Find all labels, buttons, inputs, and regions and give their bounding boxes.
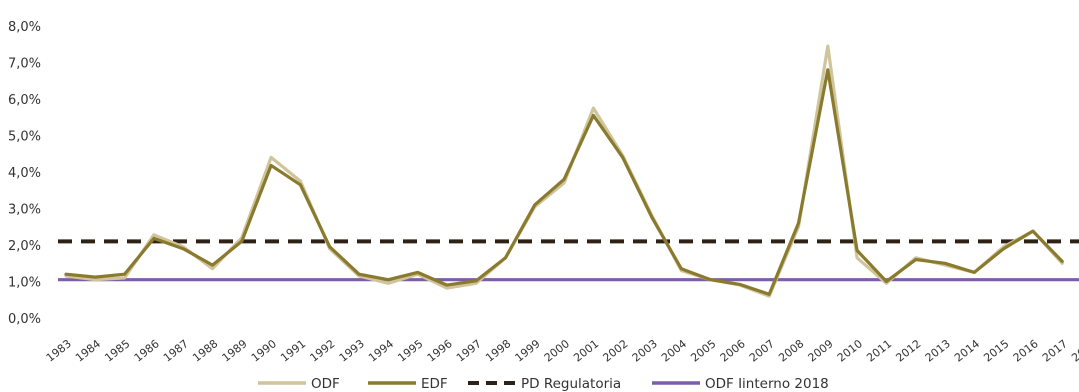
x-tick-label: 2011 [864, 337, 894, 364]
x-tick-label: 2010 [835, 337, 865, 364]
x-tick-label: 1985 [102, 337, 132, 364]
legend-item: ODF [258, 376, 340, 392]
y-tick-label: 8,0% [8, 20, 41, 35]
y-tick-label: 5,0% [8, 130, 41, 145]
x-tick-label: 2005 [688, 337, 718, 364]
x-tick-label: 2018 [1069, 337, 1079, 364]
x-tick-label: 1987 [161, 337, 191, 364]
series-layer [58, 44, 1079, 298]
series-line-odf [64, 44, 1064, 298]
series-line-edf [64, 68, 1064, 296]
x-tick-label: 2012 [893, 337, 923, 364]
y-tick-label: 1,0% [8, 276, 41, 291]
legend-label: EDF [421, 376, 448, 392]
x-tick-label: 2001 [571, 337, 601, 364]
x-tick-label: 1989 [220, 337, 250, 364]
x-tick-label: 1994 [366, 337, 396, 364]
legend-label: ODF [311, 376, 340, 392]
x-tick-label: 2009 [806, 337, 836, 364]
x-tick-label: 2004 [659, 337, 689, 364]
y-tick-label: 0,0% [8, 312, 41, 327]
x-tick-label: 2015 [981, 337, 1011, 364]
y-axis: 0,0% 1,0% 2,0% 3,0% 4,0% 5,0% 6,0% 7,0% 8,0% [8, 20, 41, 327]
x-tick-label: 1996 [425, 337, 455, 364]
y-tick-label: 2,0% [8, 239, 41, 254]
x-tick-label: 1995 [395, 337, 425, 364]
x-tick-label: 1998 [483, 337, 513, 364]
x-tick-label: 2000 [542, 337, 572, 364]
x-tick-label: 1988 [190, 337, 220, 364]
x-tick-label: 1984 [73, 337, 103, 364]
x-tick-label: 2014 [952, 337, 982, 364]
x-tick-label: 2006 [718, 337, 748, 364]
x-tick-label: 1990 [249, 337, 279, 364]
y-tick-label: 3,0% [8, 203, 41, 218]
x-tick-label: 1983 [44, 337, 74, 364]
x-tick-label: 1997 [454, 337, 484, 364]
x-tick-label: 1993 [337, 337, 367, 364]
legend-item: EDF [368, 376, 448, 392]
legend-label: ODF Iinterno 2018 [705, 376, 829, 392]
x-tick-label: 2017 [1040, 337, 1070, 364]
x-tick-label: 2002 [600, 337, 630, 364]
x-tick-label: 1992 [307, 337, 337, 364]
y-tick-label: 6,0% [8, 93, 41, 108]
x-tick-label: 2007 [747, 337, 777, 364]
x-tick-label: 2013 [923, 337, 953, 364]
x-tick-label: 2016 [1011, 337, 1041, 364]
legend: ODF EDF PD Regulatoria ODF Iinterno 2018 [258, 376, 829, 392]
x-tick-label: 1991 [278, 337, 308, 364]
x-tick-label: 2003 [630, 337, 660, 364]
x-tick-label: 1986 [132, 337, 162, 364]
legend-item: ODF Iinterno 2018 [652, 376, 829, 392]
y-tick-label: 7,0% [8, 57, 41, 72]
x-axis: 1983 1984 1985 1986 1987 1988 1989 1990 1991 1992… [44, 337, 1079, 364]
legend-label: PD Regulatoria [521, 376, 621, 392]
x-tick-label: 2008 [776, 337, 806, 364]
x-tick-label: 1999 [513, 337, 543, 364]
y-tick-label: 4,0% [8, 166, 41, 181]
legend-item: PD Regulatoria [468, 376, 621, 392]
